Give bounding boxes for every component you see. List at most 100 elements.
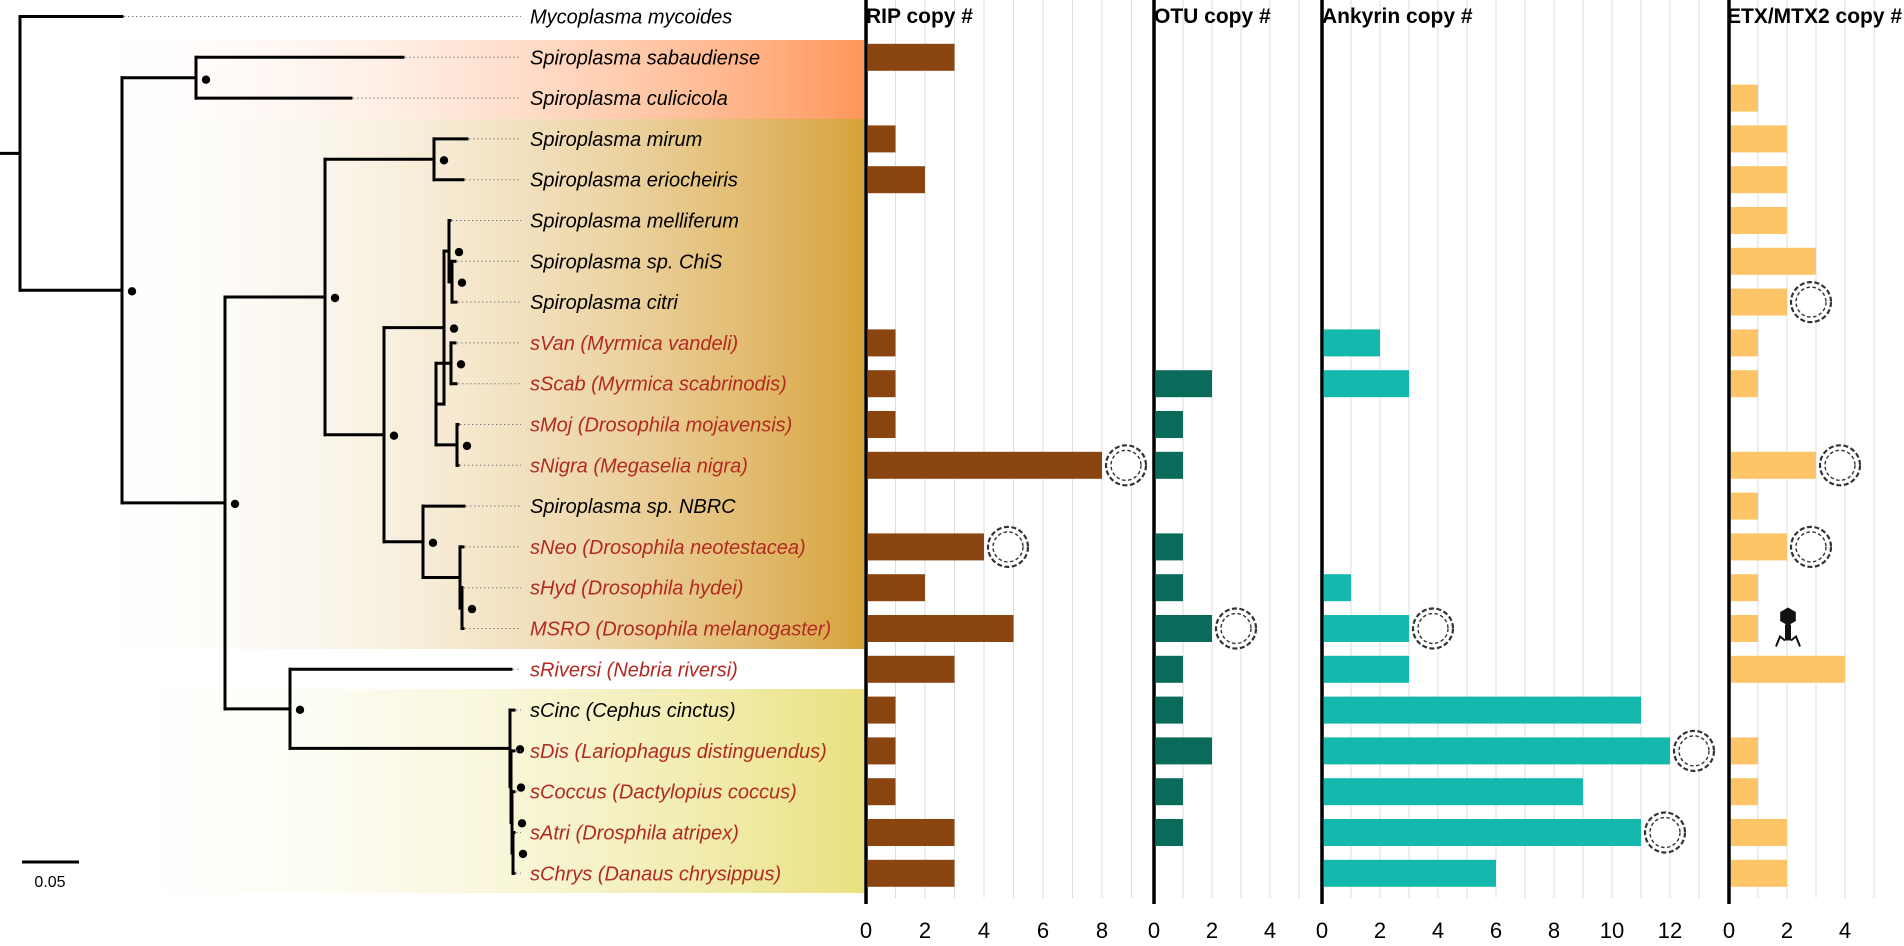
support-node-dot [454,247,464,257]
plasmid-ring-outer [1104,444,1148,487]
phage-leg-right [1790,634,1801,647]
plasmid-icon [1214,607,1258,650]
bar-rip-spiroplasma-mirum [868,125,896,153]
support-node-dot [517,819,527,828]
bar-etx-spiroplasma-eriocheiris [1731,166,1787,194]
tree-scale-bar: 0.05 [22,860,79,891]
bar-otu-msro-drosophila-melanogaster [1156,615,1212,642]
phylogenetic-tree [0,15,528,875]
bar-otu-scoccus-dactylopius-coccus [1156,778,1183,806]
plasmid-icon [1411,607,1455,650]
plasmid-ring-outer [1672,729,1716,773]
plasmid-ring-outer [1411,607,1455,650]
taxon-label-mycoplasma-mycoides: Mycoplasma mycoides [530,7,732,29]
taxon-label-spiroplasma-culicicola: Spiroplasma culicicola [530,88,728,110]
taxon-label-msro-drosophila-melanogaster: MSRO (Drosophila melanogaster) [530,619,831,641]
bar-rip-scinc-cephus-cinctus [868,696,896,724]
bar-ankyrin-scoccus-dactylopius-coccus [1324,778,1583,806]
bar-etx-spiroplasma-sp-nbrc [1731,492,1758,520]
plasmid-ring-outer [1789,525,1833,569]
tick-label-rip-0: 0 [860,918,872,943]
plasmid-ring-outer [986,525,1030,569]
tick-label-rip-2: 2 [919,918,931,943]
bar-etx-sriversi-nebria-riversi [1731,655,1845,683]
taxon-label-scoccus-dactylopius-coccus: sCoccus (Dactylopius coccus) [530,782,797,804]
bar-ankyrin-svan-myrmica-vandeli [1324,329,1380,357]
bar-panels [868,43,1845,887]
taxon-label-schrys-danaus-chrysippus: sChrys (Danaus chrysippus) [530,863,781,885]
bar-rip-sdis-lariophagus-distinguendus [868,737,896,765]
tick-label-ankyrin-4: 4 [1432,918,1444,943]
bar-otu-smoj-drosophila-mojavensis [1156,411,1183,438]
taxon-label-sdis-lariophagus-distinguendus: sDis (Lariophagus distinguendus) [530,741,827,763]
tick-label-etx-0: 0 [1723,918,1735,943]
bar-etx-schrys-danaus-chrysippus [1731,859,1787,887]
taxon-label-snigra-megaselia-nigra: sNigra (Megaselia nigra) [530,455,748,477]
tick-label-ankyrin-8: 8 [1548,918,1560,943]
tick-label-ankyrin-10: 10 [1600,918,1624,943]
bar-rip-scoccus-dactylopius-coccus [868,778,896,806]
support-node-dot [201,75,211,84]
phage-head [1780,607,1796,626]
plasmid-ring-outer [1643,811,1687,854]
bar-etx-sscab-myrmica-scabrinodis [1731,370,1758,398]
bar-otu-sdis-lariophagus-distinguendus [1156,737,1212,765]
taxon-label-satri-drosphila-atripex: sAtri (Drosphila atripex) [530,823,739,845]
plasmid-icon [1789,281,1833,324]
support-node-dot [457,278,467,287]
bar-ankyrin-schrys-danaus-chrysippus [1324,859,1496,887]
phage-icon [1775,607,1801,647]
tick-label-rip-6: 6 [1037,918,1049,943]
bar-rip-schrys-danaus-chrysippus [868,859,955,887]
phage-leg-left [1775,634,1786,647]
bar-ankyrin-scinc-cephus-cinctus [1324,696,1641,724]
taxon-label-sneo-drosophila-neotestacea: sNeo (Drosophila neotestacea) [530,537,806,559]
bar-rip-msro-drosophila-melanogaster [868,615,1014,642]
bar-rip-shyd-drosophila-hydei [868,574,925,602]
bar-otu-sscab-myrmica-scabrinodis [1156,370,1212,398]
bar-etx-shyd-drosophila-hydei [1731,574,1758,602]
bar-etx-scoccus-dactylopius-coccus [1731,778,1758,806]
panel-title-otu: OTU copy # [1154,5,1271,28]
support-node-dot [230,499,240,509]
taxon-label-spiroplasma-melliferum: Spiroplasma melliferum [530,211,739,233]
bar-rip-smoj-drosophila-mojavensis [868,411,896,438]
plasmid-icon [1643,811,1687,854]
bar-otu-satri-drosphila-atripex [1156,819,1183,846]
panel-title-etx: ETX/MTX2 copy # [1727,5,1902,28]
bar-otu-sriversi-nebria-riversi [1156,655,1183,683]
bar-rip-sneo-drosophila-neotestacea [868,533,984,561]
tick-label-etx-2: 2 [1781,918,1793,943]
plasmid-icon [1672,729,1716,773]
bar-ankyrin-msro-drosophila-melanogaster [1324,615,1409,642]
taxon-label-spiroplasma-sp-chis: Spiroplasma sp. ChiS [530,251,723,273]
support-node-dot [462,441,472,451]
bar-etx-sneo-drosophila-neotestacea [1731,533,1787,561]
clade-band-yellow [68,689,864,893]
support-node-dot [516,783,526,792]
bar-rip-satri-drosphila-atripex [868,819,955,846]
plasmid-phage-marks [986,281,1862,854]
bar-otu-sneo-drosophila-neotestacea [1156,533,1183,561]
scale-bar-label: 0.05 [34,874,65,891]
bar-etx-spiroplasma-citri [1731,288,1787,316]
taxon-label-sscab-myrmica-scabrinodis: sScab (Myrmica scabrinodis) [530,374,787,396]
plasmid-icon [986,525,1030,569]
panel-title-ankyrin: Ankyrin copy # [1322,5,1473,28]
support-node-dot [389,431,399,440]
tick-label-otu-0: 0 [1148,918,1160,943]
bar-etx-msro-drosophila-melanogaster [1731,615,1758,642]
tick-label-otu-2: 2 [1206,918,1218,943]
bar-rip-snigra-megaselia-nigra [868,451,1102,479]
taxon-label-spiroplasma-mirum: Spiroplasma mirum [530,129,702,151]
support-node-dot [428,538,438,547]
support-node-dot [518,849,528,859]
bar-ankyrin-satri-drosphila-atripex [1324,819,1641,846]
bar-rip-spiroplasma-eriocheiris [868,166,925,194]
bar-etx-snigra-megaselia-nigra [1731,451,1816,479]
tick-label-ankyrin-0: 0 [1316,918,1328,943]
taxon-label-spiroplasma-eriocheiris: Spiroplasma eriocheiris [530,170,738,192]
plasmid-ring-inner [1795,531,1827,563]
plasmid-icon [1818,444,1862,487]
